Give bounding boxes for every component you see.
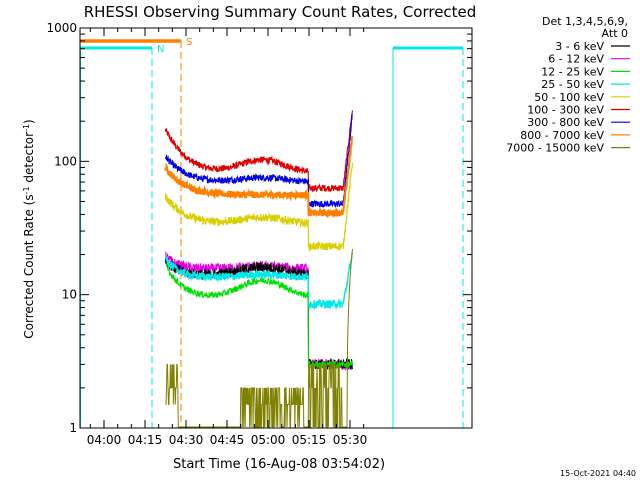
y-axis-label-main: Corrected Count Rate (s: [22, 194, 36, 338]
legend-label-4: 50 - 100 keV: [534, 91, 604, 104]
y-axis-label-sup-1: -1: [22, 186, 31, 194]
footer-date: 15-Oct-2021 04:40: [560, 469, 636, 478]
night-label: N: [157, 44, 164, 55]
y-tick-label-3: 1000: [46, 21, 77, 35]
y-axis-label-mid: detector: [22, 132, 36, 187]
series-line-50-100-kev: [164, 162, 354, 253]
y-tick-label-2: 100: [54, 154, 77, 168]
legend-label-6: 300 - 800 keV: [527, 116, 604, 129]
saa-label: S: [186, 37, 192, 48]
y-axis-label-end: ): [22, 119, 36, 124]
series-line-25-50-kev: [164, 252, 354, 311]
series-line-800-7000-kev: [164, 136, 354, 219]
y-tick-label-0: 1: [69, 421, 77, 435]
x-tick-label-0: 04:00: [87, 433, 122, 447]
legend-label-5: 100 - 300 keV: [527, 104, 604, 117]
legend-label-7: 800 - 7000 keV: [520, 129, 604, 142]
x-axis-label: Start Time (16-Aug-08 03:54:02): [173, 457, 385, 472]
series-line-100-300-kev: [164, 110, 354, 193]
x-tick-label-2: 04:30: [169, 433, 204, 447]
plot-frame: [79, 27, 473, 429]
legend-header-line-1: Det 1,3,4,5,6,9,: [542, 15, 628, 28]
x-tick-label-5: 05:15: [292, 433, 327, 447]
series-line-300-800-kev: [164, 113, 353, 209]
series-line-12-25-kev: [165, 262, 353, 369]
legend-label-2: 12 - 25 keV: [541, 65, 604, 78]
legend-label-3: 25 - 50 keV: [541, 78, 604, 91]
y-axis-label-sup-2: -1: [22, 124, 31, 132]
chart-marks: NS: [80, 37, 464, 428]
x-tick-label-1: 04:15: [128, 433, 163, 447]
chart-title: RHESSI Observing Summary Count Rates, Co…: [84, 3, 477, 21]
y-tick-label-1: 10: [62, 288, 77, 302]
x-tick-label-4: 05:00: [251, 433, 286, 447]
legend-label-8: 7000 - 15000 keV: [506, 142, 604, 155]
legend-label-1: 6 - 12 keV: [548, 53, 604, 66]
legend-label-0: 3 - 6 keV: [555, 40, 604, 53]
y-axis-label: Corrected Count Rate (s-1 detector-1): [22, 119, 37, 338]
series-line-7000-15000-kev: [165, 248, 353, 428]
x-tick-label-3: 04:45: [210, 433, 245, 447]
axes: 04:00 04:15 04:30 04:45 05:00 05:15 05:30 1 10 10…: [46, 21, 472, 447]
x-tick-label-6: 05:30: [333, 433, 368, 447]
legend-header-line-2: Att 0: [602, 27, 628, 40]
